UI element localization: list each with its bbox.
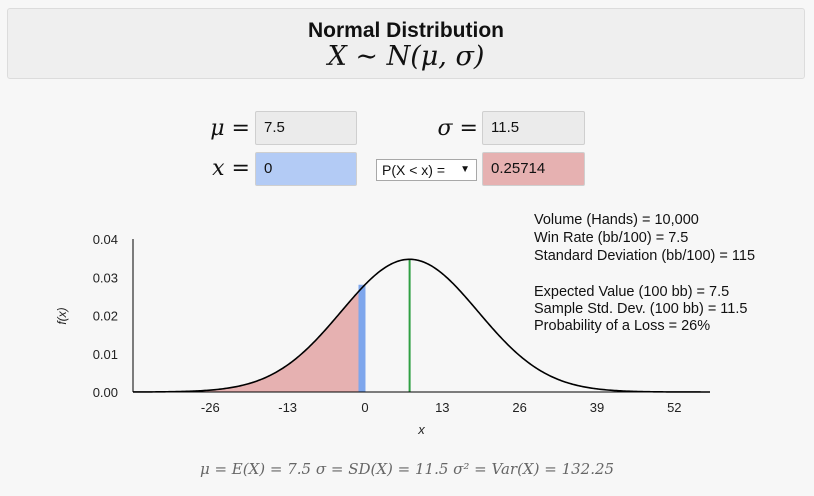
info-sample-std-dev: Sample Std. Dev. (100 bb) = 11.5 bbox=[534, 301, 748, 317]
y-tick-label-0: 0.00 bbox=[93, 385, 118, 400]
x-tick-label-3: 13 bbox=[435, 400, 449, 415]
sigma-input[interactable]: 11.5 bbox=[482, 111, 585, 145]
y-tick-label-1: 0.01 bbox=[93, 347, 118, 362]
distribution-formula: X ∼ N(μ, σ) bbox=[327, 41, 485, 72]
y-tick-label-2: 0.02 bbox=[93, 309, 118, 324]
page-title: Normal Distribution bbox=[307, 19, 504, 42]
x-tick-label-6: 52 bbox=[667, 400, 681, 415]
x-tick-labels: -26 -13 0 13 26 39 52 bbox=[201, 400, 682, 415]
x-tick-label-4: 26 bbox=[512, 400, 526, 415]
summary-formula: μ = E(X) = 7.5 σ = SD(X) = 11.5 σ² = Var… bbox=[199, 460, 615, 478]
info-win-rate: Win Rate (bb/100) = 7.5 bbox=[534, 230, 689, 246]
info-loss-probability: Probability of a Loss = 26% bbox=[534, 318, 711, 334]
probability-type-select[interactable]: P(X < x) = ▼ bbox=[376, 159, 477, 181]
info-volume: Volume (Hands) = 10,000 bbox=[534, 212, 699, 228]
y-tick-label-3: 0.03 bbox=[93, 270, 118, 285]
info-std-dev: Standard Deviation (bb/100) = 115 bbox=[534, 248, 756, 264]
y-axis-label: f(x) bbox=[55, 307, 69, 324]
mu-label: μ = bbox=[210, 116, 250, 141]
sigma-label: σ = bbox=[437, 116, 478, 141]
chevron-down-icon: ▼ bbox=[460, 164, 470, 175]
shaded-probability-area bbox=[133, 284, 365, 392]
x-label: x = bbox=[212, 156, 250, 181]
x-tick-label-1: -13 bbox=[278, 400, 297, 415]
header-panel: Normal Distribution X ∼ N(μ, σ) bbox=[7, 8, 805, 79]
x-input[interactable]: 0 bbox=[255, 152, 357, 186]
info-expected-value: Expected Value (100 bb) = 7.5 bbox=[534, 284, 730, 300]
x-tick-label-5: 39 bbox=[590, 400, 604, 415]
x-tick-label-0: -26 bbox=[201, 400, 220, 415]
x-tick-label-2: 0 bbox=[361, 400, 368, 415]
y-tick-labels: 0.00 0.01 0.02 0.03 0.04 bbox=[93, 232, 118, 400]
mu-input[interactable]: 7.5 bbox=[255, 111, 357, 145]
result-output: 0.25714 bbox=[482, 152, 585, 186]
x-axis-label: x bbox=[417, 422, 425, 437]
select-value: P(X < x) = bbox=[382, 162, 446, 178]
y-tick-label-4: 0.04 bbox=[93, 232, 118, 247]
